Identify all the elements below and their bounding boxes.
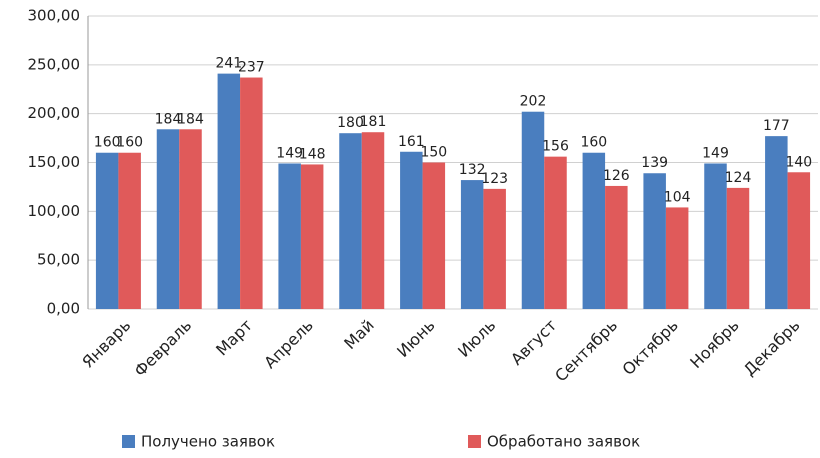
x-tick-label: Июль: [454, 316, 499, 361]
bar: [544, 156, 567, 309]
bar: [179, 129, 202, 309]
bar: [460, 180, 484, 309]
bar: [726, 187, 750, 309]
value-label: 184: [177, 111, 204, 127]
value-label: 161: [398, 134, 425, 150]
legend-swatch: [122, 435, 135, 448]
bar: [483, 188, 506, 309]
value-label: 160: [580, 135, 607, 151]
value-label: 126: [603, 168, 630, 184]
bar: [521, 111, 545, 309]
bar: [118, 152, 141, 309]
y-tick-label: 100,00: [28, 202, 81, 220]
x-tick-label: Июнь: [393, 316, 438, 361]
x-tick-label: Март: [212, 316, 256, 360]
value-label: 180: [337, 115, 364, 131]
legend-swatch: [468, 435, 481, 448]
legend-label: Обработано заявок: [487, 433, 640, 451]
y-tick-label: 50,00: [37, 251, 80, 269]
bar: [400, 151, 423, 309]
bar: [787, 172, 811, 309]
value-label: 124: [725, 170, 752, 186]
x-tick-label: Февраль: [130, 316, 195, 381]
y-tick-label: 150,00: [28, 153, 81, 171]
value-label: 237: [238, 60, 265, 76]
bar: [765, 136, 788, 309]
y-tick-label: 200,00: [28, 104, 81, 122]
bar: [605, 185, 628, 309]
bar: [582, 152, 606, 309]
value-label: 148: [299, 146, 326, 162]
bar: [643, 173, 666, 309]
value-label: 181: [360, 114, 387, 130]
bar: [95, 152, 119, 309]
bar: [300, 164, 324, 309]
bar: [217, 73, 241, 309]
value-label: 139: [641, 155, 668, 171]
value-label: 104: [664, 189, 691, 205]
x-tick-label: Октябрь: [619, 316, 682, 379]
value-label: 160: [94, 135, 121, 151]
x-tick-label: Сентябрь: [551, 316, 621, 386]
bar: [422, 162, 446, 309]
bar: [278, 163, 301, 309]
value-label: 132: [459, 162, 486, 178]
bar: [665, 207, 689, 309]
value-label: 140: [785, 154, 812, 170]
y-tick-label: 0,00: [47, 300, 80, 318]
bar: [240, 77, 263, 309]
y-tick-label: 300,00: [28, 7, 81, 25]
bar: [156, 129, 180, 309]
bar: [704, 163, 727, 309]
value-label: 202: [520, 94, 547, 110]
value-label: 160: [116, 135, 143, 151]
value-label: 150: [420, 145, 447, 161]
value-label: 184: [155, 111, 182, 127]
x-tick-label: Май: [340, 316, 377, 353]
value-label: 149: [702, 145, 729, 161]
y-tick-label: 250,00: [28, 55, 81, 73]
value-label: 149: [276, 145, 303, 161]
x-tick-label: Январь: [78, 316, 134, 372]
x-tick-label: Август: [507, 316, 560, 369]
value-label: 123: [481, 171, 508, 187]
x-tick-label: Апрель: [260, 316, 317, 373]
legend-label: Получено заявок: [141, 433, 275, 451]
bar: [361, 132, 385, 309]
x-tick-label: Ноябрь: [686, 316, 743, 373]
x-tick-label: Декабрь: [740, 316, 804, 380]
value-label: 156: [542, 139, 569, 155]
bar: [339, 133, 362, 309]
value-label: 177: [763, 118, 790, 134]
value-label: 241: [215, 56, 242, 72]
